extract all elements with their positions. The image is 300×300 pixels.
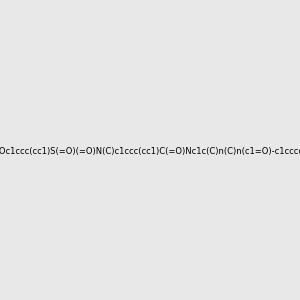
Text: COc1ccc(cc1)S(=O)(=O)N(C)c1ccc(cc1)C(=O)Nc1c(C)n(C)n(c1=O)-c1ccccc1: COc1ccc(cc1)S(=O)(=O)N(C)c1ccc(cc1)C(=O)… <box>0 147 300 156</box>
